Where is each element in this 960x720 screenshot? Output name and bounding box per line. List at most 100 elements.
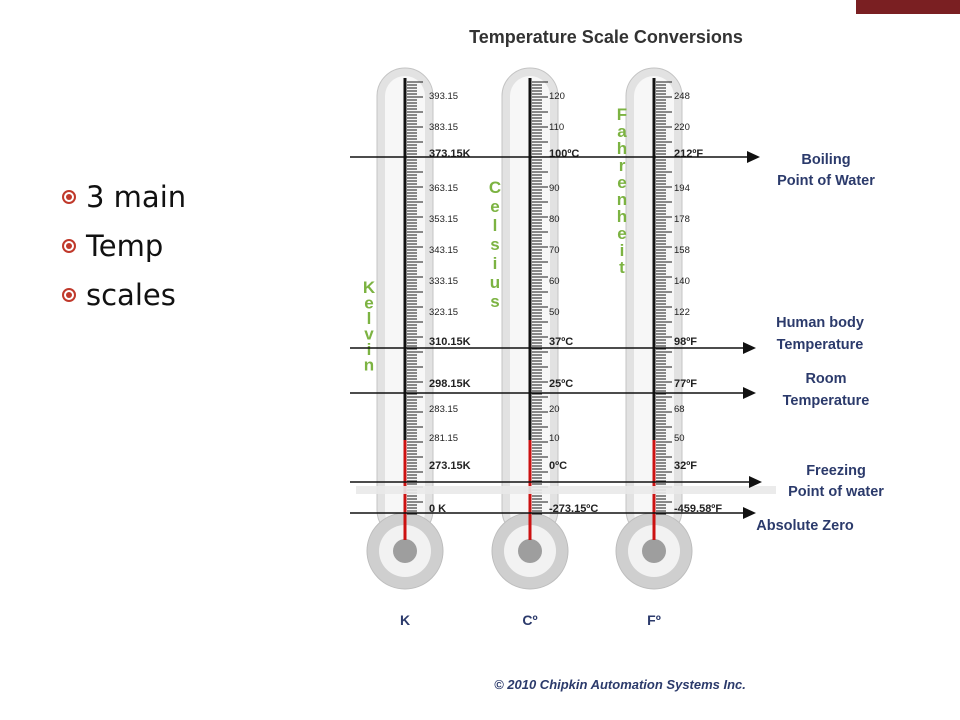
svg-text:v: v bbox=[364, 325, 374, 344]
svg-text:h: h bbox=[617, 139, 627, 158]
kelvin-unit-label: K bbox=[400, 612, 410, 628]
reference-arrow: Freezing Point of water bbox=[350, 463, 884, 500]
tick-label: 0 K bbox=[429, 503, 446, 515]
svg-text:e: e bbox=[617, 173, 626, 192]
svg-text:n: n bbox=[617, 190, 627, 209]
tick-label: 343.15 bbox=[429, 245, 458, 256]
tick-label: 60 bbox=[549, 276, 560, 287]
svg-text:e: e bbox=[364, 294, 373, 313]
tick-label: 10 bbox=[549, 433, 560, 444]
arrow-head-icon bbox=[743, 507, 756, 519]
reference-label: Absolute Zero bbox=[756, 518, 854, 534]
svg-text:i: i bbox=[493, 254, 498, 273]
freezing-highlight-band bbox=[356, 486, 776, 494]
svg-text:r: r bbox=[619, 156, 626, 175]
svg-text:u: u bbox=[490, 273, 500, 292]
tick-label: 100ºC bbox=[549, 148, 579, 160]
bullet-item: 3 main bbox=[62, 172, 186, 221]
tick-label: 248 bbox=[674, 91, 690, 102]
bullseye-bullet-icon bbox=[62, 189, 76, 204]
tick-label: 90 bbox=[549, 183, 560, 194]
reference-label: Room bbox=[805, 371, 846, 387]
reference-points: Boiling Point of Water Human body Temperatu… bbox=[350, 151, 884, 534]
reference-label: Point of Water bbox=[777, 173, 875, 189]
tick-label: 158 bbox=[674, 245, 690, 256]
svg-text:t: t bbox=[619, 258, 625, 277]
figure-title: Temperature Scale Conversions bbox=[469, 27, 743, 47]
svg-text:l: l bbox=[493, 216, 498, 235]
reference-arrow: Absolute Zero bbox=[350, 507, 854, 534]
svg-text:h: h bbox=[617, 207, 627, 226]
tick-label: 120 bbox=[549, 91, 565, 102]
svg-text:i: i bbox=[367, 340, 372, 359]
svg-text:e: e bbox=[617, 224, 626, 243]
tick-label: 298.15K bbox=[429, 378, 471, 390]
bullseye-bullet-icon bbox=[62, 238, 76, 253]
svg-text:e: e bbox=[490, 197, 499, 216]
svg-text:l: l bbox=[367, 309, 372, 328]
bullet-item: Temp bbox=[62, 221, 186, 270]
tick-label: 37ºC bbox=[549, 336, 573, 348]
tick-marks bbox=[656, 81, 672, 515]
tick-label: 220 bbox=[674, 122, 690, 133]
tick-label: 194 bbox=[674, 183, 690, 194]
tick-label: 140 bbox=[674, 276, 690, 287]
arrow-head-icon bbox=[749, 476, 762, 488]
tick-label: 25ºC bbox=[549, 378, 573, 390]
tick-label: 310.15K bbox=[429, 336, 471, 348]
tick-label: 178 bbox=[674, 214, 690, 225]
reference-label: Temperature bbox=[777, 337, 864, 353]
tick-label: 373.15K bbox=[429, 148, 471, 160]
bullseye-bullet-icon bbox=[62, 287, 76, 302]
svg-text:a: a bbox=[617, 122, 627, 141]
tick-label: -273.15ºC bbox=[549, 503, 598, 515]
reference-arrow: Room Temperature bbox=[350, 371, 869, 409]
svg-text:s: s bbox=[490, 235, 499, 254]
reference-label: Point of water bbox=[788, 484, 884, 500]
tick-label: 383.15 bbox=[429, 122, 458, 133]
reference-label: Freezing bbox=[806, 463, 866, 479]
tick-label: 273.15K bbox=[429, 460, 471, 472]
tick-label: 80 bbox=[549, 214, 560, 225]
tick-label: 77ºF bbox=[674, 378, 697, 390]
svg-text:C: C bbox=[489, 178, 501, 197]
tick-label: 32ºF bbox=[674, 460, 697, 472]
bullet-text: scales bbox=[86, 277, 176, 312]
arrow-head-icon bbox=[743, 342, 756, 354]
reference-arrow: Boiling Point of Water bbox=[350, 151, 875, 189]
tick-label: 363.15 bbox=[429, 183, 458, 194]
tick-label: 283.15 bbox=[429, 404, 458, 415]
thermometer-bulb-core bbox=[642, 539, 666, 563]
tick-label: 122 bbox=[674, 307, 690, 318]
tick-label: 393.15 bbox=[429, 91, 458, 102]
tick-label: -459.58ºF bbox=[674, 503, 722, 515]
tick-label: 70 bbox=[549, 245, 560, 256]
thermometer-bulb-core bbox=[518, 539, 542, 563]
svg-text:K: K bbox=[363, 278, 376, 297]
celsius-unit-label: Cº bbox=[522, 612, 537, 628]
svg-text:i: i bbox=[620, 241, 625, 260]
arrow-head-icon bbox=[743, 387, 756, 399]
thermometers: 393.15 383.15 373.15K 363.15 353.15 343.15 333… bbox=[363, 67, 722, 628]
tick-label: 20 bbox=[549, 404, 560, 415]
celsius-thermometer: 120110100ºC908070605037ºC25ºC20100ºC-273… bbox=[489, 67, 598, 628]
copyright-text: © 2010 Chipkin Automation Systems Inc. bbox=[494, 677, 746, 692]
reference-label: Temperature bbox=[783, 393, 870, 409]
svg-text:F: F bbox=[617, 105, 627, 124]
fahrenheit-thermometer: 248 220 212ºF 194 178 158 140 122 98ºF 77ºF 68 50 32… bbox=[615, 67, 722, 628]
tick-label: 110 bbox=[549, 122, 564, 133]
tick-marks bbox=[407, 81, 423, 515]
reference-arrow: Human body Temperature bbox=[350, 315, 864, 354]
arrow-head-icon bbox=[747, 151, 760, 163]
tick-label: 50 bbox=[674, 433, 685, 444]
tick-label: 68 bbox=[674, 404, 685, 415]
accent-corner-bar bbox=[856, 0, 960, 14]
fahrenheit-unit-label: Fº bbox=[647, 612, 661, 628]
tick-label: 212ºF bbox=[674, 148, 703, 160]
bullet-text: Temp bbox=[86, 228, 164, 263]
reference-label: Boiling bbox=[801, 152, 850, 168]
tick-label: 323.15 bbox=[429, 307, 458, 318]
